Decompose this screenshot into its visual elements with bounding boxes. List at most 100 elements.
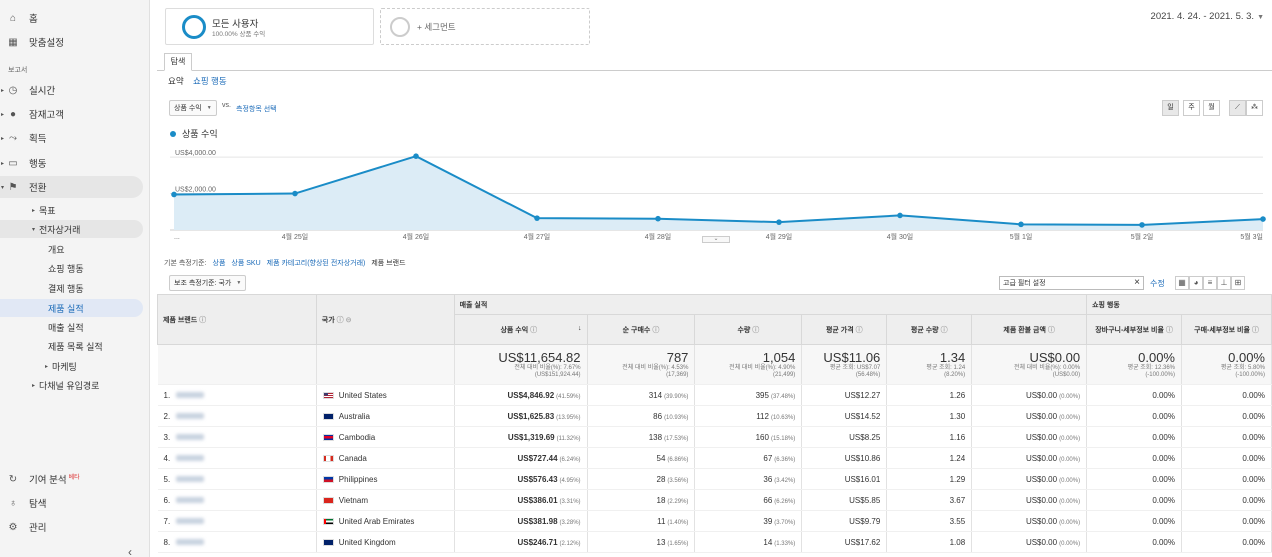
nav-audience[interactable]: ▸ ● 잠재고객 [0, 103, 143, 125]
nav-goals[interactable]: ▸ 목표 [32, 201, 56, 219]
country-flag-icon [322, 496, 334, 504]
brand-cell[interactable]: 3. [157, 426, 317, 448]
advanced-filter-input[interactable]: 고급 필터 설정 × [999, 276, 1144, 290]
nav-admin[interactable]: ⚙ 관리 [0, 516, 143, 538]
nav-product-performance-label: 제품 실적 [48, 303, 84, 314]
segment-subtitle: 100.00% 상품 수익 [212, 31, 266, 38]
chart-expand-handle[interactable]: ⌄ [702, 236, 730, 243]
col-avg-price-header[interactable]: 평균 가격 ⓘ [801, 314, 888, 345]
nav-ecommerce[interactable]: ▾ 전자상거래 [32, 220, 80, 238]
period-month-button[interactable]: 월 [1203, 100, 1220, 116]
chevron-down-icon: ▼ [1257, 14, 1264, 21]
nav-checkout-behavior[interactable]: 결제 행동 [48, 279, 84, 297]
nav-product-performance[interactable]: 제품 실적 [48, 299, 84, 317]
totals-blank [316, 344, 455, 385]
metric-select[interactable]: 상품 수익 ▼ [169, 100, 217, 116]
table-view-icon[interactable]: ▦ [1175, 276, 1189, 290]
dim-product[interactable]: 상품 [212, 260, 226, 267]
date-range-picker[interactable]: 2021. 4. 24. - 2021. 5. 3. ▼ [1151, 11, 1264, 22]
nav-marketing[interactable]: ▸ 마케팅 [45, 357, 77, 375]
country-cell[interactable]: United Kingdom [316, 531, 455, 553]
table-row[interactable]: 6. Vietnam US$386.01 (3.31%) 18 (2.29%) 66 (6.2… [157, 489, 1272, 511]
country-flag-icon [322, 412, 334, 420]
dim-product-sku[interactable]: 상품 SKU [231, 260, 261, 267]
table-row[interactable]: 4. Canada US$727.44 (6.24%) 54 (6.86%) 67 (6.36… [157, 447, 1272, 469]
nav-conversions[interactable]: ▾ ⚑ 전환 [0, 176, 143, 198]
quantity-cell: 395 (37.48%) [694, 384, 803, 406]
brand-cell[interactable]: 5. [157, 468, 317, 490]
col-refund-header[interactable]: 제품 환불 금액 ⓘ [971, 314, 1088, 345]
data-point [292, 190, 298, 197]
subtab-summary[interactable]: 요약 [168, 76, 184, 86]
edit-filter-link[interactable]: 수정 [1150, 279, 1165, 288]
gear-icon: ⚙ [8, 521, 18, 533]
primary-dimensions: 기본 측정기준: 상품 상품 SKU 제품 카테고리(향상된 전자상거래) 제품… [164, 258, 406, 268]
nav-behavior-label: 행동 [29, 159, 47, 170]
x-tick-label: 4월 30일 [887, 232, 914, 240]
nav-attribution[interactable]: ↻ 기여 분석 베타 [0, 468, 143, 490]
col-country-header[interactable]: 국가 ⓘ ⊝ [315, 294, 455, 345]
nav-realtime[interactable]: ▸ ◷ 실시간 [0, 79, 143, 101]
brand-cell[interactable]: 8. [157, 531, 317, 553]
dim-product-category[interactable]: 제품 카테고리(향상된 전자상거래) [266, 260, 366, 267]
nav-discover[interactable]: ♁ 탐색 [0, 492, 143, 514]
nav-custom[interactable]: ▦ 맞춤설정 [0, 31, 143, 53]
country-cell[interactable]: United States [316, 384, 455, 406]
table-row[interactable]: 1. United States US$4,846.92 (41.59%) 314 (39… [157, 384, 1272, 406]
secondary-dimension-select[interactable]: 보조 측정기준: 국가 ▼ [169, 275, 247, 291]
line-chart-icon[interactable]: ⟋ [1229, 100, 1246, 116]
col-buy-rate-header[interactable]: 구매-세부정보 비율 ⓘ [1181, 314, 1272, 345]
nav-product-list-performance[interactable]: 제품 목록 실적 [48, 337, 103, 355]
nav-overview[interactable]: 개요 [48, 240, 65, 258]
brand-cell[interactable]: 2. [157, 405, 317, 427]
table-row[interactable]: 2. Australia US$1,625.83 (13.95%) 86 (10.93%)… [157, 405, 1272, 427]
period-week-button[interactable]: 주 [1183, 100, 1200, 116]
table-row[interactable]: 7. United Arab Emirates US$381.98 (3.28%) 11… [157, 510, 1272, 532]
pie-view-icon[interactable]: ◕ [1189, 276, 1203, 290]
nav-behavior[interactable]: ▸ ▭ 행동 [0, 152, 143, 174]
total-avg-price: US$11.06 평균 조회: US$7.07 (56.48%) [801, 344, 888, 385]
country-cell[interactable]: Vietnam [316, 489, 455, 511]
col-quantity-header[interactable]: 수량 ⓘ [694, 314, 803, 345]
total-revenue: US$11,654.82 전체 대비 비율(%): 7.67% (US$151,92… [454, 344, 588, 385]
period-day-button[interactable]: 일 [1162, 100, 1179, 116]
brand-cell[interactable]: 1. [157, 384, 317, 406]
country-cell[interactable]: Cambodia [316, 426, 455, 448]
table-row[interactable]: 3. Cambodia US$1,319.69 (11.32%) 138 (17.53%)… [157, 426, 1272, 448]
nav-attribution-label: 기여 분석 베타 [29, 474, 80, 487]
nav-multi-channel[interactable]: ▸ 다채널 유입경로 [32, 376, 99, 394]
col-brand-header[interactable]: 제품 브랜드 ⓘ [157, 294, 317, 345]
nav-acquisition[interactable]: ▸ ⤳ 획득 [0, 127, 143, 149]
country-cell[interactable]: Canada [316, 447, 455, 469]
col-avg-qty-header[interactable]: 평균 수량 ⓘ [886, 314, 973, 345]
col-purchases-header[interactable]: 순 구매수 ⓘ [586, 314, 696, 345]
clear-filter-icon[interactable]: × [1134, 277, 1140, 288]
col-revenue-header[interactable]: 상품 수익 ⓘ ↓ [453, 314, 588, 345]
subtab-shopping[interactable]: 쇼핑 행동 [193, 76, 227, 86]
performance-view-icon[interactable]: ≡ [1203, 276, 1217, 290]
purchases-cell: 13 (1.65%) [587, 531, 696, 553]
brand-cell[interactable]: 7. [157, 510, 317, 532]
col-cart-rate-header[interactable]: 장바구니-세부정보 비율 ⓘ [1086, 314, 1182, 345]
table-row[interactable]: 5. Philippines US$576.43 (4.95%) 28 (3.56%) 36… [157, 468, 1272, 490]
nav-shopping-behavior[interactable]: 쇼핑 행동 [48, 259, 84, 277]
quantity-cell: 39 (3.70%) [694, 510, 803, 532]
nav-sales-performance[interactable]: 매출 실적 [48, 318, 84, 336]
add-segment-button[interactable]: + 세그먼트 [380, 8, 590, 45]
brand-cell[interactable]: 6. [157, 489, 317, 511]
quantity-cell: 160 (15.18%) [694, 426, 803, 448]
country-cell[interactable]: Philippines [316, 468, 455, 490]
brand-cell[interactable]: 4. [157, 447, 317, 469]
collapse-sidebar-icon[interactable]: ‹ [128, 545, 132, 557]
nav-home[interactable]: ⌂ 홈 [0, 7, 143, 29]
country-cell[interactable]: United Arab Emirates [316, 510, 455, 532]
table-row[interactable]: 8. United Kingdom US$246.71 (2.12%) 13 (1.65%… [157, 531, 1272, 553]
tab-explore[interactable]: 탐색 [164, 53, 192, 71]
motion-chart-icon[interactable]: ⁂ [1246, 100, 1263, 116]
pivot-view-icon[interactable]: ⊞ [1231, 276, 1245, 290]
clock-icon: ◷ [8, 84, 18, 96]
comparison-view-icon[interactable]: ⊥ [1217, 276, 1231, 290]
country-cell[interactable]: Australia [316, 405, 455, 427]
pick-metric-link[interactable]: 측정항목 선택 [236, 106, 277, 113]
segment-all-users[interactable]: 모든 사용자 100.00% 상품 수익 [165, 8, 374, 45]
